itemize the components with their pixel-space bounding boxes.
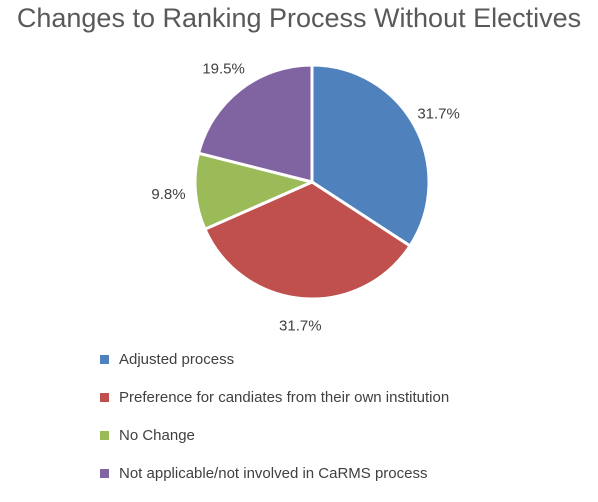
pie-slices [193,63,431,301]
legend-label-preference: Preference for candiates from their own … [119,389,450,406]
legend-item-adjusted-process: Adjusted process [100,350,580,369]
chart-title: Changes to Ranking Process Without Elect… [16,3,582,33]
legend-swatch-preference [100,393,109,402]
legend-swatch-adjusted-process [100,355,109,364]
data-label-no-change: 9.8% [151,186,185,203]
legend-swatch-no-change [100,431,109,440]
legend: Adjusted process Preference for candiate… [100,350,580,502]
data-label-preference: 31.7% [279,318,322,335]
legend-label-not-applicable: Not applicable/not involved in CaRMS pro… [119,465,428,482]
legend-item-not-applicable: Not applicable/not involved in CaRMS pro… [100,464,580,483]
data-label-not-applicable: 19.5% [202,60,245,77]
legend-swatch-not-applicable [100,469,109,478]
pie-slice-preference [203,180,412,301]
pie-slice-no-change [193,151,314,231]
data-label-adjusted-process: 31.7% [417,105,460,122]
legend-label-no-change: No Change [119,427,195,444]
pie-slice-not-applicable [197,63,314,184]
pie-labels: 31.7% 31.7% 9.8% 19.5% [151,60,459,334]
legend-item-no-change: No Change [100,426,580,445]
legend-item-preference: Preference for candiates from their own … [100,388,580,407]
pie-chart: 31.7% 31.7% 9.8% 19.5% [151,60,459,334]
legend-label-adjusted-process: Adjusted process [119,351,235,368]
